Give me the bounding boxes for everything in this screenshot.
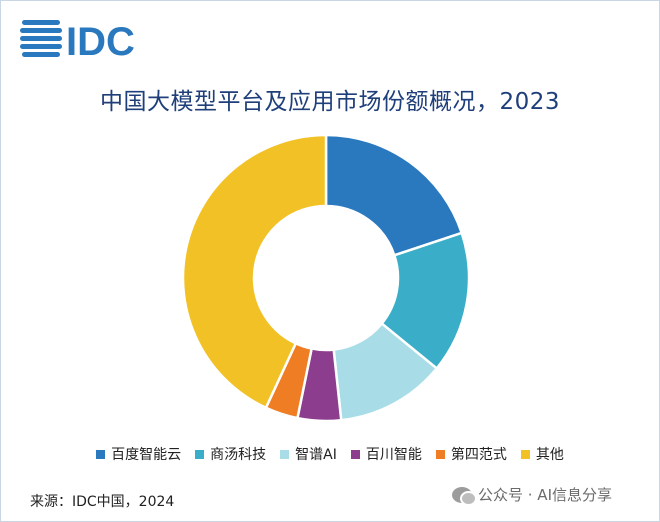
legend-swatch: [280, 449, 290, 459]
legend-swatch: [350, 449, 360, 459]
donut-slice: [181, 133, 328, 410]
legend-item: 百度智能云: [96, 444, 181, 464]
chart-legend: 百度智能云 商汤科技 智谱AI 百川智能 第四范式 其他: [0, 444, 660, 464]
legend-label: 百度智能云: [111, 447, 182, 463]
legend-label: 商汤科技: [210, 447, 267, 463]
idc-logo: IDC: [20, 20, 135, 64]
source-note: 来源：IDC中国，2024: [30, 494, 175, 510]
legend-item: 其他: [520, 444, 564, 464]
legend-swatch: [435, 449, 445, 459]
legend-item: 百川智能: [350, 444, 422, 464]
svg-text:IDC: IDC: [66, 20, 135, 64]
legend-item: 第四范式: [435, 444, 507, 464]
legend-swatch: [96, 449, 106, 459]
legend-item: 商汤科技: [195, 444, 266, 464]
legend-label: 智谱AI: [295, 447, 337, 463]
legend-label: 百川智能: [365, 447, 422, 463]
legend-swatch: [195, 449, 205, 459]
legend-label: 其他: [535, 447, 564, 463]
legend-item: 智谱AI: [280, 444, 337, 464]
idc-globe-icon: [20, 20, 62, 57]
legend-label: 第四范式: [450, 447, 507, 463]
wechat-icon: [452, 486, 477, 506]
chart-title: 中国大模型平台及应用市场份额概况，2023: [99, 89, 561, 115]
watermark-text: 公众号 · AI信息分享: [478, 486, 612, 504]
legend-swatch: [520, 449, 530, 459]
donut-slice: [324, 133, 464, 257]
watermark: 公众号 · AI信息分享: [452, 484, 612, 506]
